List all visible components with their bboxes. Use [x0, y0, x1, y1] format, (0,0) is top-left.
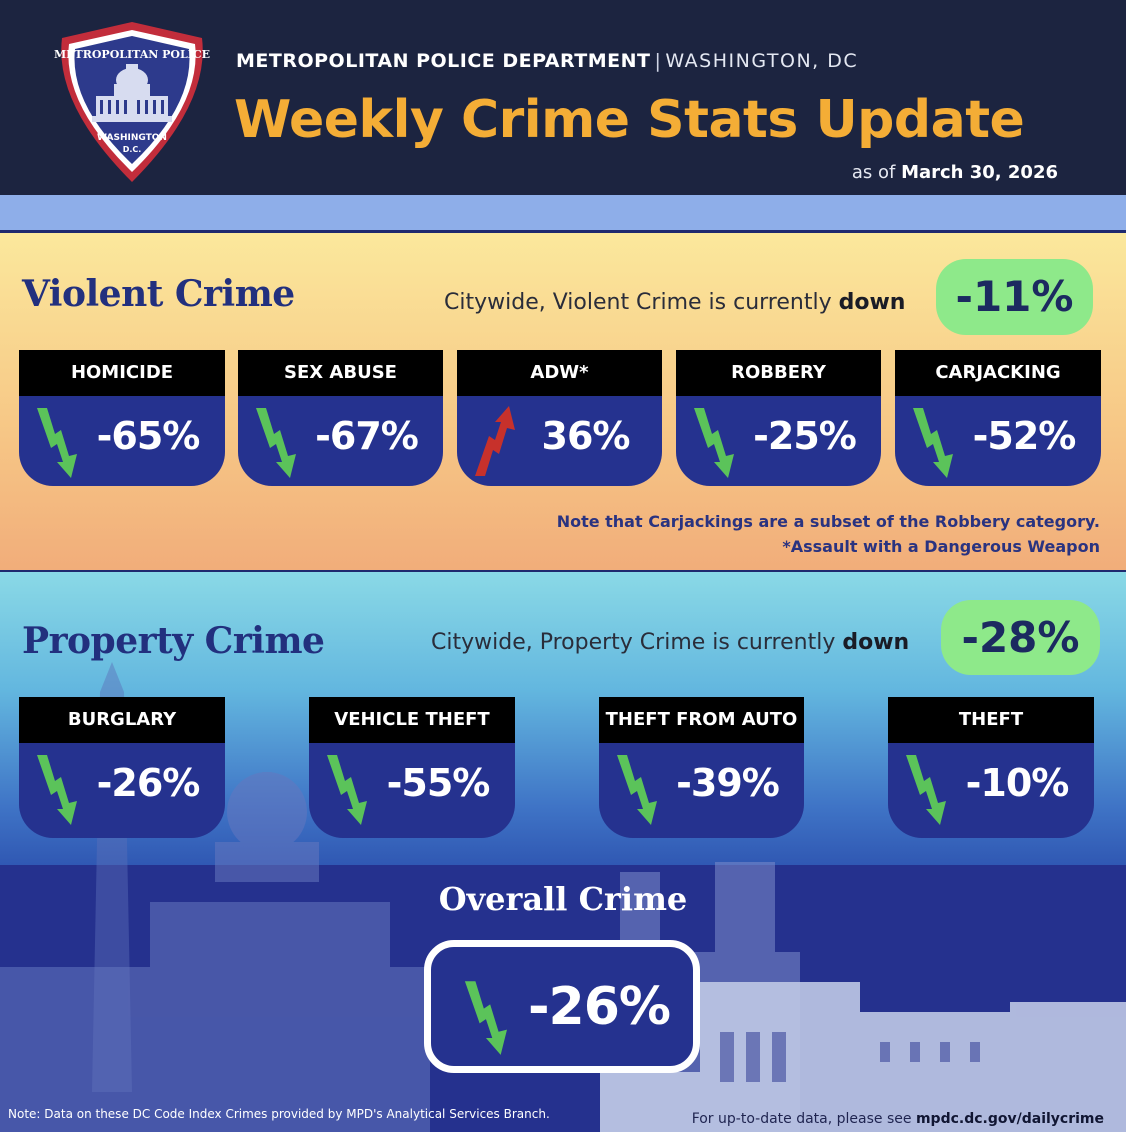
violent-citywide-text: Citywide, Violent Crime is currently dow… — [444, 290, 905, 315]
header-stripe — [0, 195, 1126, 230]
property-citywide-text: Citywide, Property Crime is currently do… — [431, 630, 909, 655]
card-value: -65% — [96, 414, 201, 458]
adw-footnote: *Assault with a Dangerous Weapon — [782, 537, 1100, 556]
card-label: ADW* — [457, 350, 662, 396]
page-title: Weekly Crime Stats Update — [234, 90, 1025, 150]
card-theft: THEFT -10% — [888, 697, 1094, 838]
card-carjacking: CARJACKING -52% — [895, 350, 1101, 486]
property-crime-title: Property Crime — [22, 620, 325, 662]
card-value: -39% — [676, 761, 780, 805]
card-value-box: -26% — [19, 743, 225, 838]
card-adw: ADW* 36% — [457, 350, 662, 486]
card-value: -67% — [315, 414, 419, 458]
card-value: 36% — [541, 414, 631, 458]
card-value-box: -65% — [19, 396, 225, 486]
footer-link-line: For up-to-date data, please see mpdc.dc.… — [692, 1111, 1104, 1127]
trend-down-icon — [613, 751, 663, 827]
card-label: SEX ABUSE — [238, 350, 443, 396]
violent-overall-pill: -11% — [936, 259, 1093, 335]
card-label: ROBBERY — [676, 350, 881, 396]
card-label: BURGLARY — [19, 697, 225, 743]
property-citywide-prefix: Citywide, Property Crime is currently — [431, 630, 836, 655]
property-overall-pill: -28% — [941, 600, 1100, 675]
violent-direction: down — [838, 290, 906, 315]
svg-text:D.C.: D.C. — [123, 145, 142, 154]
trend-down-icon — [33, 404, 83, 480]
svg-text:METROPOLITAN POLICE: METROPOLITAN POLICE — [54, 48, 210, 61]
trend-down-icon — [33, 751, 83, 827]
card-value-box: 36% — [457, 396, 662, 486]
card-value: -55% — [386, 761, 491, 805]
header-separator: | — [654, 50, 662, 72]
footer-link-prefix: For up-to-date data, please see — [691, 1111, 912, 1127]
trend-up-icon — [471, 404, 521, 480]
card-value-box: -67% — [238, 396, 443, 486]
card-sex-abuse: SEX ABUSE -67% — [238, 350, 443, 486]
card-label: THEFT FROM AUTO — [599, 697, 804, 743]
card-label: VEHICLE THEFT — [309, 697, 515, 743]
card-value: -25% — [753, 414, 857, 458]
card-label: THEFT — [888, 697, 1094, 743]
card-label: HOMICIDE — [19, 350, 225, 396]
card-value: -26% — [96, 761, 201, 805]
department-city: WASHINGTON, DC — [665, 50, 859, 72]
card-value-box: -25% — [676, 396, 881, 486]
carjacking-note: Note that Carjackings are a subset of th… — [556, 512, 1100, 531]
capitol-building-icon — [92, 64, 172, 122]
card-label: CARJACKING — [895, 350, 1101, 396]
trend-down-icon — [690, 404, 740, 480]
as-of-prefix: as of — [851, 162, 896, 183]
violent-crime-section: Violent Crime Citywide, Violent Crime is… — [0, 233, 1126, 570]
card-homicide: HOMICIDE -65% — [19, 350, 225, 486]
violent-crime-title: Violent Crime — [22, 273, 295, 315]
violent-citywide-prefix: Citywide, Violent Crime is currently — [444, 290, 832, 315]
card-value: -10% — [965, 761, 1070, 805]
trend-down-icon — [323, 751, 373, 827]
trend-down-icon — [252, 404, 302, 480]
data-source-note: Note: Data on these DC Code Index Crimes… — [8, 1107, 550, 1121]
card-value-box: -39% — [599, 743, 804, 838]
trend-down-icon — [459, 977, 515, 1057]
card-value: -52% — [972, 414, 1077, 458]
daily-crime-link[interactable]: mpdc.dc.gov/dailycrime — [915, 1111, 1104, 1127]
card-burglary: BURGLARY -26% — [19, 697, 225, 838]
as-of-date: as of March 30, 2026 — [852, 162, 1058, 183]
trend-down-icon — [902, 751, 952, 827]
trend-down-icon — [909, 404, 959, 480]
card-theft-from-auto: THEFT FROM AUTO -39% — [599, 697, 804, 838]
card-value-box: -52% — [895, 396, 1101, 486]
department-name: METROPOLITAN POLICE DEPARTMENT — [236, 50, 651, 72]
overall-crime-title: Overall Crime — [438, 880, 688, 918]
card-value-box: -55% — [309, 743, 515, 838]
header: METROPOLITAN POLICE WASHINGTON D.C. METR… — [0, 0, 1126, 195]
card-robbery: ROBBERY -25% — [676, 350, 881, 486]
card-value-box: -10% — [888, 743, 1094, 838]
mpd-badge-logo: METROPOLITAN POLICE WASHINGTON D.C. — [54, 22, 210, 182]
as-of-value: March 30, 2026 — [901, 162, 1058, 183]
department-line: METROPOLITAN POLICE DEPARTMENT | WASHINGTO… — [236, 50, 858, 72]
overall-crime-value: -26% — [527, 977, 671, 1037]
card-vehicle-theft: VEHICLE THEFT -55% — [309, 697, 515, 838]
svg-text:WASHINGTON: WASHINGTON — [97, 133, 167, 143]
property-direction: down — [842, 630, 910, 655]
overall-crime-box: -26% — [424, 940, 700, 1073]
